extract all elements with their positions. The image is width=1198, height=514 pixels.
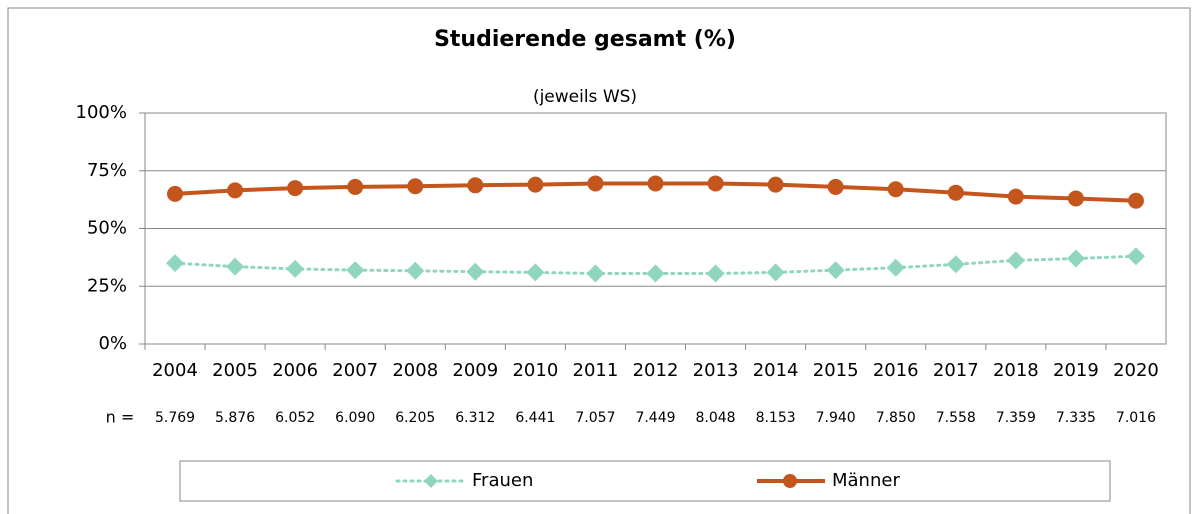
- frame: [7, 7, 1191, 514]
- marker: [527, 176, 544, 193]
- x-tick-label: 2018: [993, 360, 1039, 381]
- chart-subtitle: (jeweils WS): [533, 87, 637, 107]
- x-tick-label: 2004: [152, 360, 198, 381]
- n-value: 7.940: [816, 410, 856, 426]
- marker: [587, 175, 604, 192]
- y-tick-label: 75%: [87, 160, 127, 181]
- legend-marker: [424, 474, 438, 488]
- legend-label: Männer: [832, 470, 900, 491]
- n-value: 7.449: [635, 410, 675, 426]
- n-value: 5.769: [155, 410, 195, 426]
- marker: [407, 178, 424, 195]
- x-tick-label: 2016: [873, 360, 919, 381]
- marker: [766, 263, 785, 282]
- x-tick-label: 2007: [332, 360, 378, 381]
- legend: [179, 460, 1111, 502]
- n-value: 7.335: [1056, 410, 1096, 426]
- x-tick-label: 2014: [753, 360, 799, 381]
- y-tick-label: 50%: [87, 218, 127, 239]
- n-value: 6.090: [335, 410, 375, 426]
- marker: [827, 178, 844, 195]
- n-value: 6.205: [395, 410, 435, 426]
- x-tick-label: 2011: [573, 360, 619, 381]
- legend-label: Frauen: [472, 470, 533, 491]
- marker: [707, 175, 724, 192]
- n-value: 6.312: [455, 410, 495, 426]
- x-tick-label: 2006: [272, 360, 318, 381]
- x-tick-label: 2010: [512, 360, 558, 381]
- marker: [887, 181, 904, 198]
- marker: [347, 178, 364, 195]
- marker: [647, 175, 664, 192]
- marker: [526, 263, 545, 282]
- marker: [167, 185, 184, 202]
- y-tick-label: 0%: [98, 333, 127, 354]
- n-value: 7.016: [1116, 410, 1156, 426]
- marker: [287, 180, 304, 197]
- marker: [646, 264, 665, 283]
- marker: [767, 176, 784, 193]
- n-value: 5.876: [215, 410, 255, 426]
- x-tick-label: 2009: [452, 360, 498, 381]
- n-value: 7.850: [876, 410, 916, 426]
- n-label: n =: [106, 408, 135, 427]
- marker: [346, 261, 365, 280]
- marker: [1066, 249, 1085, 268]
- y-tick-label: 100%: [76, 102, 127, 123]
- marker: [706, 264, 725, 283]
- marker: [286, 259, 305, 278]
- y-tick-label: 25%: [87, 275, 127, 296]
- n-value: 6.441: [515, 410, 555, 426]
- n-value: 6.052: [275, 410, 315, 426]
- n-value: 8.153: [756, 410, 796, 426]
- n-value: 8.048: [696, 410, 736, 426]
- x-tick-label: 2012: [633, 360, 679, 381]
- x-tick-label: 2019: [1053, 360, 1099, 381]
- marker: [947, 184, 964, 201]
- n-value: 7.359: [996, 410, 1036, 426]
- x-tick-label: 2013: [693, 360, 739, 381]
- n-value: 7.558: [936, 410, 976, 426]
- chart-title: Studierende gesamt (%): [434, 27, 736, 52]
- x-tick-label: 2015: [813, 360, 859, 381]
- x-tick-label: 2008: [392, 360, 438, 381]
- marker: [466, 262, 485, 281]
- marker: [1006, 251, 1025, 270]
- marker: [467, 177, 484, 194]
- marker: [586, 264, 605, 283]
- marker: [406, 261, 425, 280]
- marker: [227, 182, 244, 199]
- marker: [166, 254, 185, 273]
- marker: [1126, 247, 1145, 266]
- marker: [946, 255, 965, 274]
- marker: [1067, 190, 1084, 207]
- marker: [886, 258, 905, 277]
- x-tick-label: 2005: [212, 360, 258, 381]
- series-line: [173, 254, 1138, 276]
- legend-marker: [783, 474, 797, 488]
- marker: [226, 257, 245, 276]
- marker: [826, 261, 845, 280]
- marker: [1127, 192, 1144, 209]
- marker: [1007, 188, 1024, 205]
- x-tick-label: 2020: [1113, 360, 1159, 381]
- n-value: 7.057: [575, 410, 615, 426]
- x-tick-label: 2017: [933, 360, 979, 381]
